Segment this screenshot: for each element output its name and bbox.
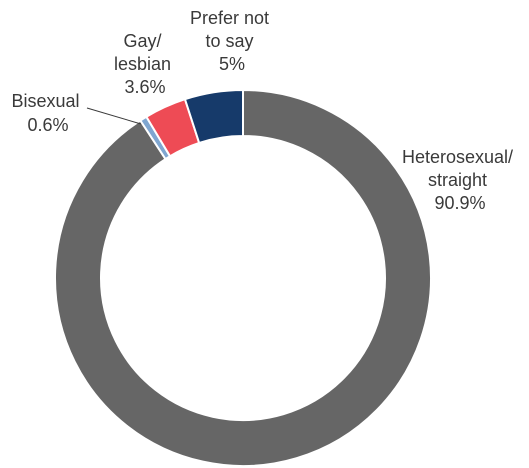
donut-slices (54, 88, 432, 467)
slice-prefer-not-to-say (183, 88, 244, 145)
slice-label-prefer-not-to-say: Prefer not to say 5% (190, 8, 274, 74)
slice-heterosexual (54, 88, 432, 467)
slice-label-gay-lesbian: Gay/ lesbian 3.6% (114, 31, 176, 97)
slice-label-bisexual: Bisexual 0.6% (11, 91, 84, 135)
leader-line-bisexual (86, 107, 142, 125)
slice-label-heterosexual: Heterosexual/ straight 90.9% (402, 147, 518, 213)
leader-lines (86, 107, 142, 125)
